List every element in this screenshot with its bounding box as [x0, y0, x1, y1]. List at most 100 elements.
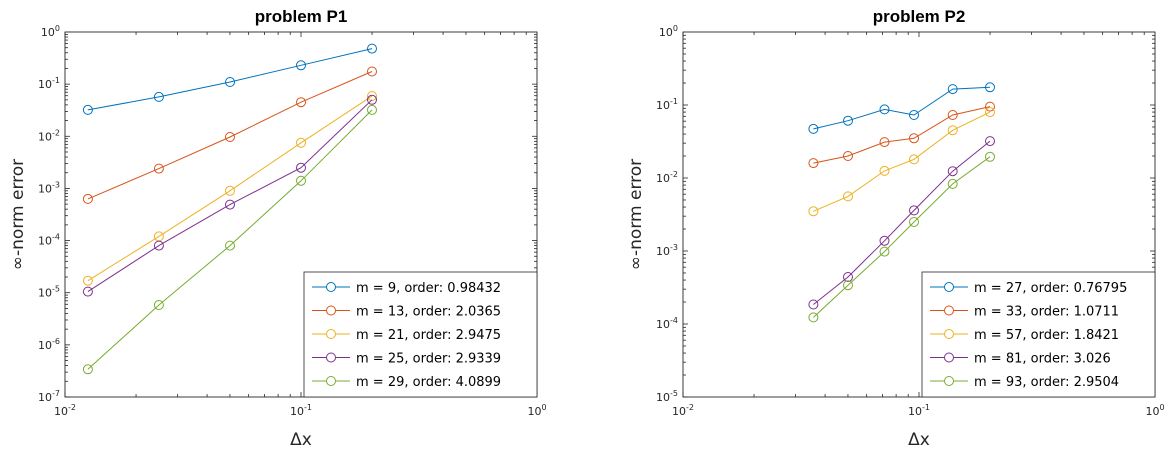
y-tick-base: 10	[38, 287, 52, 300]
x-tick-exp: 0	[1159, 403, 1164, 412]
x-tick-exp: -2	[68, 403, 76, 412]
data-point	[296, 137, 306, 148]
legend-item: m = 27, order: 0.76795	[930, 281, 1127, 296]
y-tick-exp: 0	[673, 24, 678, 33]
y-tick-label: 10-7	[38, 389, 60, 404]
data-point	[808, 206, 819, 217]
y-tick-base: 10	[41, 26, 55, 39]
y-tick-exp: -3	[52, 180, 60, 189]
legend-marker	[326, 352, 336, 363]
data-point	[985, 107, 995, 118]
data-point	[82, 286, 93, 297]
data-point	[947, 110, 958, 120]
x-tick-base: 10	[1145, 405, 1159, 418]
legend-marker	[944, 352, 954, 363]
legend-label: m = 27, order: 0.76795	[974, 281, 1127, 296]
data-point	[808, 123, 819, 134]
series-1	[82, 43, 377, 115]
legend-item: m = 81, order: 3.026	[930, 352, 1111, 367]
data-point	[843, 151, 853, 161]
y-tick-exp: -1	[52, 76, 60, 85]
y-tick-base: 10	[659, 26, 673, 39]
y-tick-base: 10	[38, 78, 52, 91]
x-tick-label: 10-1	[908, 403, 930, 418]
legend: m = 9, order: 0.98432 m = 13, order: 2.03…	[303, 271, 538, 398]
data-point	[225, 185, 235, 196]
legend-label: m = 29, order: 4.0899	[356, 375, 501, 390]
y-tick-base: 10	[38, 130, 52, 143]
x-tick-label: 10-1	[290, 403, 312, 418]
series-line	[813, 156, 991, 318]
data-point	[947, 125, 958, 136]
data-point	[367, 91, 377, 102]
data-point	[153, 91, 164, 102]
x-tick-exp: -1	[922, 403, 930, 412]
y-tick-base: 10	[38, 391, 52, 404]
data-point	[909, 110, 919, 120]
data-point	[843, 115, 853, 126]
data-point	[82, 193, 93, 204]
legend-item: m = 29, order: 4.0899	[312, 375, 501, 390]
axes-box	[64, 31, 538, 398]
series-2	[808, 101, 995, 169]
legend-item: m = 9, order: 0.98432	[312, 281, 501, 296]
data-point	[367, 104, 377, 115]
x-axis-label: Δx	[290, 430, 312, 450]
y-axis-label: ∞-norm error	[8, 159, 28, 270]
series-4	[82, 94, 377, 297]
x-tick-label: 10-2	[54, 403, 76, 418]
legend-marker	[326, 282, 336, 292]
x-tick-label: 10-2	[672, 403, 694, 418]
chart-1: 10-2 10-1 10010-710-610-510-410-310-210-11…	[8, 7, 547, 450]
data-point	[843, 280, 853, 291]
legend-marker	[944, 329, 954, 339]
y-tick-base: 10	[38, 339, 52, 352]
legend-label: m = 25, order: 2.9339	[356, 352, 501, 367]
series-2	[82, 66, 377, 204]
data-point	[153, 240, 164, 251]
legend-marker	[944, 282, 954, 292]
x-tick-exp: -1	[304, 403, 312, 412]
data-point	[909, 133, 919, 144]
data-point	[296, 97, 306, 108]
y-tick-label: 10-3	[656, 243, 678, 258]
data-point	[808, 158, 819, 169]
data-point	[808, 312, 819, 323]
y-tick-exp: -6	[52, 337, 60, 346]
y-tick-label: 10-5	[656, 389, 678, 404]
y-tick-exp: -4	[670, 316, 678, 325]
y-tick-base: 10	[656, 391, 670, 404]
y-tick-label: 10-5	[38, 285, 60, 300]
legend-marker	[944, 376, 954, 386]
data-point	[153, 163, 164, 174]
y-tick-exp: -2	[52, 128, 60, 137]
series-3	[808, 107, 995, 217]
y-tick-exp: -7	[52, 389, 60, 398]
data-point	[909, 205, 919, 216]
y-tick-label: 10-4	[656, 316, 678, 331]
data-point	[225, 77, 235, 87]
data-point	[985, 101, 995, 112]
data-point	[225, 199, 235, 210]
y-tick-base: 10	[38, 182, 52, 195]
y-tick-label: 10-6	[38, 337, 60, 352]
data-point	[296, 162, 306, 173]
y-tick-exp: -3	[670, 243, 678, 252]
data-point	[367, 94, 377, 105]
series-line	[87, 71, 373, 200]
data-point	[225, 240, 235, 251]
y-tick-base: 10	[656, 245, 670, 258]
y-tick-base: 10	[656, 99, 670, 112]
legend-item: m = 57, order: 1.8421	[930, 328, 1119, 343]
x-tick-base: 10	[908, 405, 922, 418]
y-tick-label: 10-4	[38, 233, 60, 248]
y-tick-base: 10	[38, 235, 52, 248]
series-5	[808, 151, 995, 323]
legend-label: m = 33, order: 1.0711	[974, 305, 1119, 320]
data-point	[879, 235, 890, 246]
x-tick-base: 10	[290, 405, 304, 418]
y-axis-label: ∞-norm error	[626, 159, 646, 270]
series-line	[87, 48, 373, 111]
legend-marker	[944, 305, 954, 316]
